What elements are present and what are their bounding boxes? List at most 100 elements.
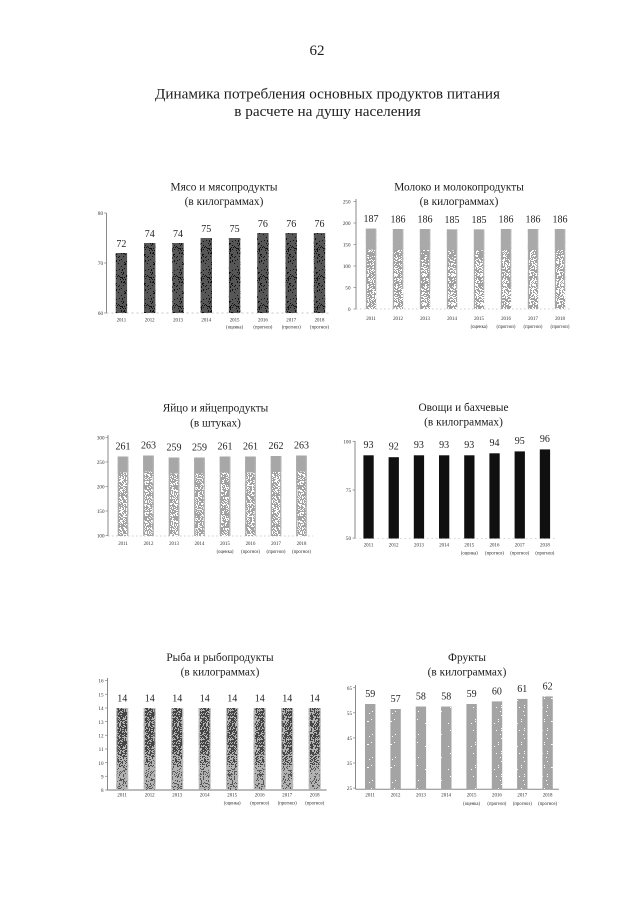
svg-text:2013: 2013 xyxy=(173,319,183,324)
svg-text:14: 14 xyxy=(145,694,155,705)
svg-text:75: 75 xyxy=(201,224,211,235)
svg-text:14: 14 xyxy=(227,694,237,705)
svg-text:2016: 2016 xyxy=(492,794,502,799)
svg-text:2017: 2017 xyxy=(282,794,292,799)
svg-text:76: 76 xyxy=(286,219,296,230)
svg-text:(оценка): (оценка) xyxy=(226,326,243,331)
svg-text:50: 50 xyxy=(345,286,351,292)
svg-text:Фрукты: Фрукты xyxy=(448,652,486,664)
svg-text:2012: 2012 xyxy=(393,317,403,322)
svg-text:2015: 2015 xyxy=(230,319,240,324)
svg-text:74: 74 xyxy=(145,229,155,240)
svg-text:в расчете на душу населения: в расчете на душу населения xyxy=(234,103,420,120)
svg-text:75: 75 xyxy=(346,488,352,494)
svg-text:2012: 2012 xyxy=(145,319,155,324)
svg-text:95: 95 xyxy=(515,436,525,447)
svg-text:261: 261 xyxy=(116,442,131,453)
svg-text:96: 96 xyxy=(540,434,550,445)
svg-text:(прогноз): (прогноз) xyxy=(524,325,543,330)
svg-text:2013: 2013 xyxy=(169,542,179,547)
svg-text:60: 60 xyxy=(492,687,502,698)
svg-text:2012: 2012 xyxy=(144,542,154,547)
svg-text:16: 16 xyxy=(98,679,104,685)
svg-text:2013: 2013 xyxy=(172,794,182,799)
svg-text:2011: 2011 xyxy=(364,544,374,549)
svg-text:(прогноз): (прогноз) xyxy=(513,802,532,807)
svg-text:261: 261 xyxy=(218,442,233,453)
svg-text:93: 93 xyxy=(414,440,424,451)
svg-text:259: 259 xyxy=(167,443,182,454)
svg-text:(прогноз): (прогноз) xyxy=(487,802,506,807)
svg-text:2011: 2011 xyxy=(366,317,376,322)
svg-text:8: 8 xyxy=(101,788,104,794)
svg-text:2017: 2017 xyxy=(517,794,527,799)
svg-text:2018: 2018 xyxy=(555,317,565,322)
svg-text:80: 80 xyxy=(98,211,104,217)
svg-text:14: 14 xyxy=(117,694,127,705)
svg-text:2018: 2018 xyxy=(310,794,320,799)
svg-text:13: 13 xyxy=(98,720,104,726)
svg-text:2015: 2015 xyxy=(220,542,230,547)
svg-text:187: 187 xyxy=(364,214,379,225)
svg-text:59: 59 xyxy=(467,689,477,700)
svg-text:2011: 2011 xyxy=(118,542,128,547)
svg-text:58: 58 xyxy=(416,692,426,703)
svg-text:58: 58 xyxy=(441,692,451,703)
svg-text:62: 62 xyxy=(310,43,325,59)
svg-text:2018: 2018 xyxy=(315,319,325,324)
svg-text:(в килограммах): (в килограммах) xyxy=(420,196,499,208)
svg-text:2014: 2014 xyxy=(201,319,211,324)
svg-text:2017: 2017 xyxy=(271,542,281,547)
svg-text:185: 185 xyxy=(472,215,487,226)
svg-text:(прогноз): (прогноз) xyxy=(241,550,260,555)
svg-text:2018: 2018 xyxy=(540,544,550,549)
svg-text:61: 61 xyxy=(517,684,527,695)
svg-text:(прогноз): (прогноз) xyxy=(497,325,516,330)
svg-text:57: 57 xyxy=(391,694,401,705)
svg-text:2018: 2018 xyxy=(543,794,553,799)
svg-text:(прогноз): (прогноз) xyxy=(282,326,301,331)
svg-text:186: 186 xyxy=(526,215,541,226)
svg-text:15: 15 xyxy=(98,692,104,698)
svg-text:(оценка): (оценка) xyxy=(217,550,234,555)
svg-text:2012: 2012 xyxy=(145,794,155,799)
svg-text:2017: 2017 xyxy=(515,544,525,549)
svg-text:2013: 2013 xyxy=(416,794,426,799)
svg-text:2014: 2014 xyxy=(200,794,210,799)
svg-text:2014: 2014 xyxy=(447,317,457,322)
svg-text:2016: 2016 xyxy=(501,317,511,322)
svg-text:2012: 2012 xyxy=(391,794,401,799)
svg-text:Динамика потребления основных: Динамика потребления основных продуктов … xyxy=(155,86,500,103)
svg-text:(в килограммах): (в килограммах) xyxy=(428,667,507,679)
svg-text:2017: 2017 xyxy=(286,319,296,324)
svg-text:300: 300 xyxy=(97,435,105,441)
svg-text:2018: 2018 xyxy=(297,542,307,547)
svg-text:100: 100 xyxy=(343,439,351,445)
svg-text:62: 62 xyxy=(543,682,553,693)
svg-text:2015: 2015 xyxy=(474,317,484,322)
svg-text:(прогноз): (прогноз) xyxy=(267,550,286,555)
svg-text:(прогноз): (прогноз) xyxy=(292,550,311,555)
svg-text:93: 93 xyxy=(464,440,474,451)
svg-text:93: 93 xyxy=(439,440,449,451)
svg-text:186: 186 xyxy=(391,215,406,226)
svg-text:65: 65 xyxy=(347,686,353,692)
svg-text:2016: 2016 xyxy=(246,542,256,547)
svg-text:2016: 2016 xyxy=(490,544,500,549)
svg-text:262: 262 xyxy=(269,441,284,452)
svg-text:60: 60 xyxy=(98,311,104,317)
svg-text:2011: 2011 xyxy=(117,319,127,324)
svg-text:100: 100 xyxy=(97,534,105,540)
svg-text:72: 72 xyxy=(116,239,126,250)
svg-text:186: 186 xyxy=(553,215,568,226)
svg-text:2016: 2016 xyxy=(258,319,268,324)
svg-text:Рыба и рыбопродукты: Рыба и рыбопродукты xyxy=(166,652,274,664)
svg-text:263: 263 xyxy=(294,441,309,452)
svg-text:Овощи и бахчевые: Овощи и бахчевые xyxy=(419,402,509,414)
svg-text:2014: 2014 xyxy=(195,542,205,547)
svg-text:250: 250 xyxy=(97,460,105,466)
svg-text:200: 200 xyxy=(343,221,351,227)
svg-text:Молоко и молокопродукты: Молоко и молокопродукты xyxy=(394,182,524,194)
svg-text:50: 50 xyxy=(346,536,352,542)
svg-text:150: 150 xyxy=(97,509,105,515)
